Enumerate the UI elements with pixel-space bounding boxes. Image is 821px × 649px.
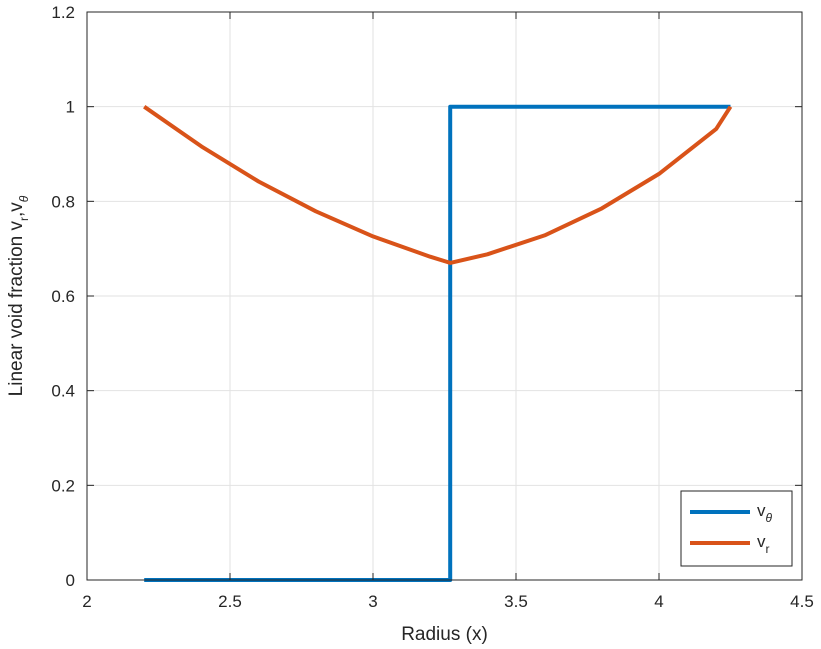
legend-label-r-main: v: [757, 532, 766, 551]
y-tick-label: 1: [66, 98, 75, 117]
legend-label-theta-sub: θ: [766, 511, 773, 525]
legend-label-theta: vθ: [757, 501, 773, 525]
y-tick-label: 0.8: [51, 192, 75, 211]
legend: vθ vr: [680, 490, 793, 567]
y-tick-label: 0: [66, 571, 75, 590]
x-axis-label: Radius (x): [401, 624, 488, 645]
y-axis-label: Linear void fraction vr,vθ: [6, 195, 31, 396]
y-tick-label: 0.6: [51, 287, 75, 306]
legend-label-r: vr: [757, 532, 770, 556]
x-tick-label: 2.5: [218, 592, 242, 611]
y-axis-label-sub2: θ: [17, 195, 31, 202]
y-axis-label-sub1: r: [17, 217, 31, 221]
y-tick-label: 0.4: [51, 382, 75, 401]
x-tick-label: 4.5: [790, 592, 814, 611]
y-tick-label: 1.2: [51, 3, 75, 22]
legend-label-theta-main: v: [757, 501, 766, 520]
x-tick-label: 4: [654, 592, 663, 611]
legend-box: [680, 490, 793, 567]
x-tick-label: 3: [368, 592, 377, 611]
x-tick-label: 2: [82, 592, 91, 611]
tick-labels: 2 2.5 3 3.5 4 4.5 0 0.2 0.4 0.6 0.8 1 1.2: [51, 3, 813, 611]
series-line-v-r: [143, 105, 733, 265]
x-tick-label: 3.5: [504, 592, 528, 611]
ticks: [86, 11, 803, 581]
legend-label-r-sub: r: [766, 542, 770, 556]
y-axis-label-main: Linear void fraction v: [6, 220, 27, 396]
y-axis-label-mid: ,v: [6, 202, 27, 217]
y-tick-label: 0.2: [51, 476, 75, 495]
